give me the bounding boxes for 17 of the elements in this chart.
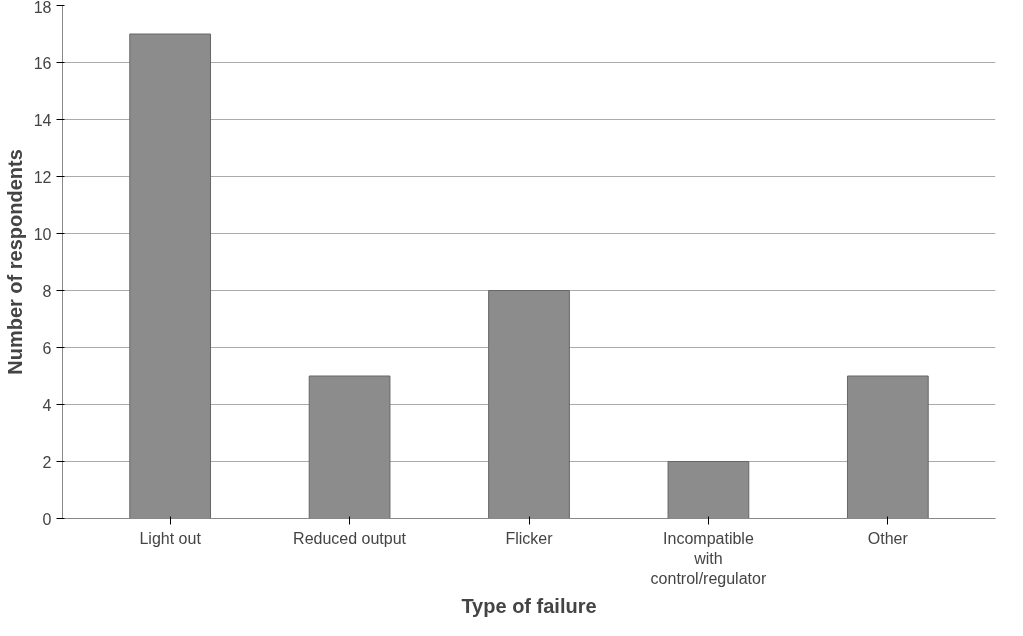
y-tick-label: 8	[42, 282, 52, 300]
y-tick-label: 6	[42, 339, 52, 357]
y-tick-label: 2	[42, 453, 52, 471]
x-tick-label: Other	[867, 529, 909, 547]
x-tick-label: Reduced output	[293, 529, 407, 547]
x-tick-label: Incompatible with control/regulator	[650, 529, 767, 588]
y-tick-label: 4	[42, 396, 52, 414]
y-tick-label: 16	[33, 54, 52, 72]
x-tick-label: Flicker	[505, 529, 554, 547]
y-tick-label: 12	[33, 168, 52, 186]
x-axis-title: Type of failure	[461, 595, 597, 618]
y-tick-label: 18	[33, 0, 52, 16]
x-tick-label: Light out	[139, 529, 202, 547]
y-axis-title: Number of respondents	[3, 149, 26, 375]
y-tick-label: 14	[33, 111, 52, 129]
y-tick-label: 0	[42, 510, 52, 528]
y-tick-label: 10	[33, 225, 52, 243]
